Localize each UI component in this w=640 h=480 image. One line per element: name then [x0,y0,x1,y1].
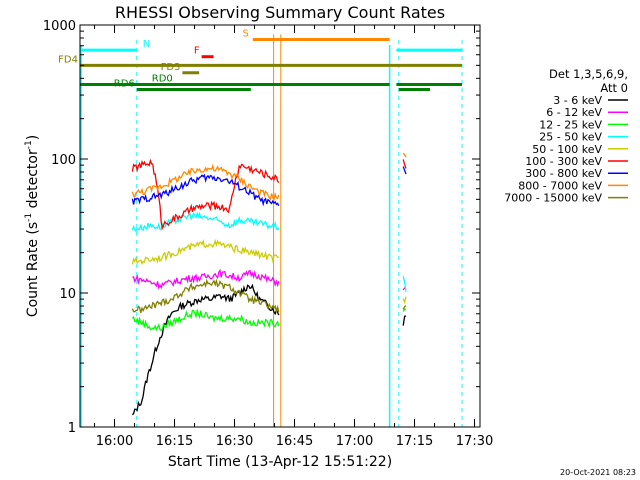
series-12-25-kev [131,308,280,332]
x-tick-label: 17:30 [456,434,493,449]
y-axis-label-mid: detector [25,149,41,213]
legend-header-line2: Att 0 [600,81,628,95]
y-axis-label: Count Rate (s-1 detector-1) [24,135,41,317]
legend-label-800-7000-kev: 800 - 7000 keV [518,179,602,192]
series-25-50-kev [402,276,407,292]
x-axis-label: Start Time (13-Apr-12 15:51:22) [168,454,392,470]
y-tick-label: 100 [51,153,76,168]
x-tick-label: 16:30 [216,434,253,449]
flag-label-s: S [242,28,248,39]
legend-header-line1: Det 1,3,5,6,9, [549,67,628,81]
series-7000-15000-kev [402,305,407,310]
series-50-100-kev [402,296,407,305]
flag-label-fd3: FD3 [161,62,181,73]
y-tick-label: 10 [59,287,76,302]
flag-label-n: N [143,39,150,50]
y-axis-label-sup2: -1 [24,140,34,149]
legend-label-100-300-kev: 100 - 300 keV [525,155,602,168]
y-axis-label-main: Count Rate (s [25,222,41,317]
x-tick-label: 17:15 [396,434,433,449]
y-tick-label: 1000 [43,19,76,34]
chart-title: RHESSI Observing Summary Count Rates [115,3,445,22]
legend-label-12-25-kev: 12 - 25 keV [539,118,602,131]
legend-label-50-100-kev: 50 - 100 keV [532,143,602,156]
series-25-50-kev [131,211,280,233]
y-axis: 1 10 100 1000 [43,19,480,436]
series-300-800-kev [402,166,407,175]
legend-label-3-6-kev: 3 - 6 keV [553,94,602,107]
series-3-6-kev [131,283,280,416]
y-axis-label-sup1: -1 [24,213,34,222]
series-3-6-kev [402,315,407,326]
series-100-300-kev [131,158,280,231]
flag-label-rd6: RD6 [114,79,135,90]
series-300-800-kev [131,173,280,207]
series-800-7000-kev [131,163,280,202]
flag-label-fd4: FD4 [58,54,78,65]
series-50-100-kev [131,238,279,266]
legend-label-6-12-kev: 6 - 12 keV [546,106,602,119]
x-tick-label: 17:00 [336,434,373,449]
series-12-25-kev [402,308,407,312]
series-100-300-kev [402,159,407,169]
legend-label-300-800-kev: 300 - 800 keV [525,167,602,180]
series-7000-15000-kev [131,278,280,314]
legend-label-7000-15000-kev: 7000 - 15000 keV [504,192,602,205]
series-800-7000-kev [402,152,407,158]
legend-label-25-50-kev: 25 - 50 keV [539,131,602,144]
x-tick-label: 16:45 [276,434,313,449]
series-6-12-kev [132,268,280,290]
flag-label-rd0: RD0 [152,73,173,84]
timestamp: 20-Oct-2021 08:23 [560,468,636,477]
flag-label-f: F [194,46,200,57]
plot-frame [79,24,481,428]
x-tick-label: 16:00 [96,434,133,449]
y-axis-label-end: ) [25,135,41,140]
y-tick-label: 1 [68,421,76,436]
x-tick-label: 16:15 [156,434,193,449]
x-axis: 16:00 16:15 16:30 16:45 17:00 17:15 17:30 [94,25,493,449]
